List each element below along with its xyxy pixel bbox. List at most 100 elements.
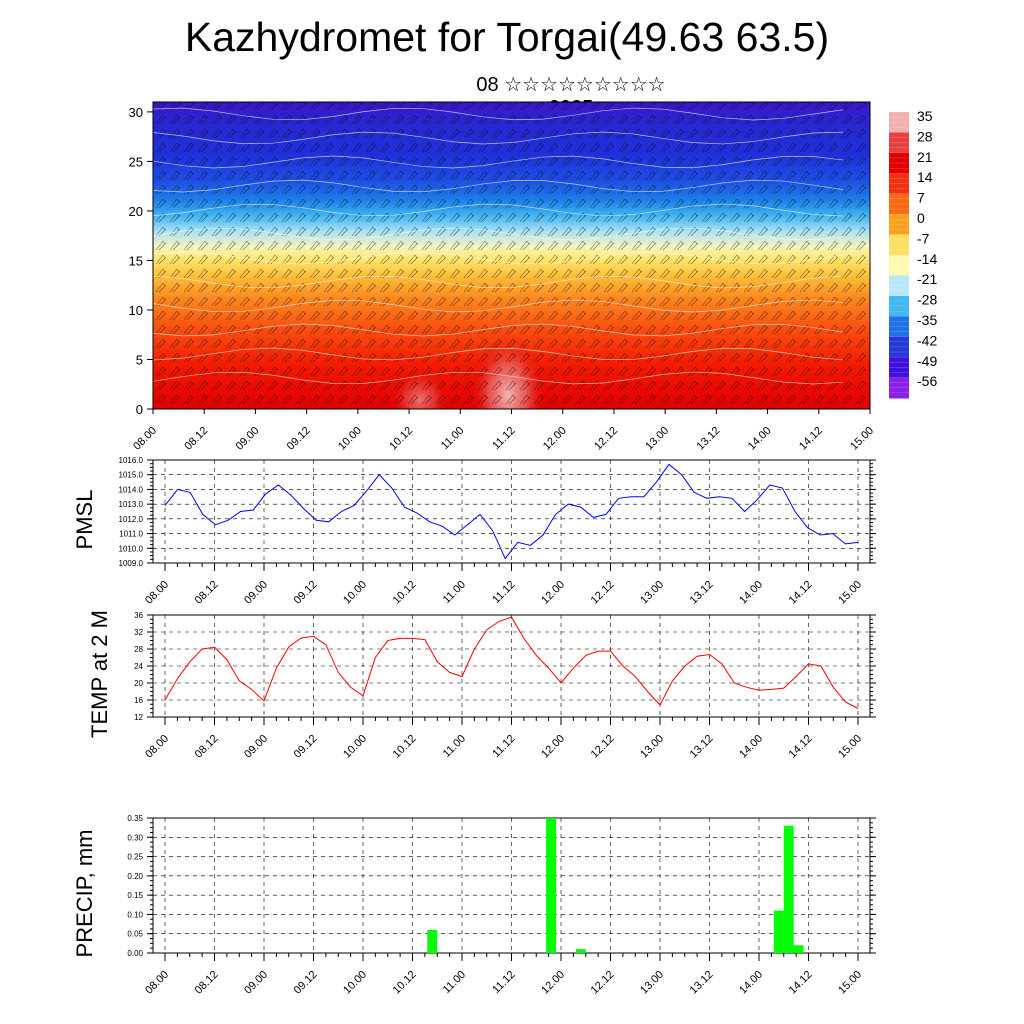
x-tick-label: 11.00	[441, 579, 468, 606]
series-line	[164, 463, 859, 560]
x-tick-label: 11.00	[441, 733, 468, 760]
y-axis-label: PRECIP, mm	[72, 830, 97, 958]
y-tick-label: 30	[129, 105, 143, 120]
x-tick-label: 09.00	[242, 969, 270, 997]
x-tick-label: 14.00	[746, 425, 774, 453]
x-tick-label: 10.12	[391, 733, 419, 761]
y-tick-label: 1013.0	[119, 500, 144, 509]
x-tick-label: 09.12	[285, 425, 313, 453]
isotherm-contour	[153, 371, 844, 385]
colorbar-swatch	[889, 275, 909, 297]
y-tick-label: 20	[129, 204, 143, 219]
y-tick-label: 16	[134, 696, 143, 705]
x-tick-label: 08.00	[143, 733, 171, 761]
chart-title: Kazhydromet for Torgai(49.63 63.5)	[184, 14, 830, 60]
x-tick-label: 10.12	[391, 969, 419, 997]
y-tick-label: 0.15	[127, 891, 143, 900]
x-tick-label: 12.12	[592, 425, 620, 453]
x-tick-label: 12.12	[589, 969, 617, 997]
isotherm-contour	[153, 131, 844, 145]
y-tick-label: 0.00	[127, 949, 143, 958]
y-tick-label: 0.25	[127, 853, 143, 862]
y-tick-label: 1011.0	[119, 530, 143, 539]
x-tick-label: 11.12	[490, 969, 517, 996]
x-tick-label: 12.12	[589, 733, 617, 761]
isotherm-contour	[153, 107, 844, 121]
y-tick-label: 5	[136, 352, 143, 367]
x-tick-label: 12.12	[589, 579, 617, 607]
y-tick-label: 32	[134, 628, 143, 637]
y-tick-label: 1010.0	[119, 544, 144, 553]
colorbar-label: 7	[917, 190, 925, 206]
colorbar-label: 28	[917, 128, 933, 144]
isotherm-contour	[153, 323, 844, 337]
x-tick-label: 15.00	[836, 733, 864, 761]
colorbar-label: 0	[917, 210, 925, 226]
colorbar-swatch	[889, 214, 909, 236]
isotherm-contour	[153, 179, 844, 193]
y-tick-label: 25	[129, 154, 143, 169]
x-tick-label: 13.12	[695, 425, 723, 453]
plot-frame	[152, 614, 871, 718]
x-tick-label: 11.12	[490, 733, 517, 760]
x-tick-label: 13.12	[688, 969, 716, 997]
y-tick-label: 1012.0	[119, 515, 144, 524]
y-tick-label: 20	[134, 679, 143, 688]
precip-bar	[773, 910, 784, 953]
isotherm-contour	[153, 155, 844, 169]
colorbar-label: -7	[917, 230, 930, 246]
y-tick-label: 15	[129, 253, 143, 268]
x-tick-label: 13.12	[688, 733, 716, 761]
plot-frame	[152, 817, 871, 954]
x-tick-label: 08.12	[193, 969, 221, 997]
x-tick-label: 11.12	[490, 425, 517, 452]
x-tick-label: 08.00	[143, 969, 171, 997]
x-tick-label: 11.00	[439, 425, 466, 452]
y-tick-label: 1014.0	[119, 485, 144, 494]
x-tick-label: 10.00	[336, 425, 364, 453]
y-tick-label: 12	[134, 713, 143, 722]
x-tick-label: 14.00	[737, 733, 765, 761]
colorbar-label: -42	[917, 332, 937, 348]
x-tick-label: 09.12	[292, 969, 320, 997]
colorbar-swatch	[889, 193, 909, 215]
x-tick-label: 13.00	[638, 733, 666, 761]
x-tick-label: 10.00	[341, 733, 369, 761]
x-tick-label: 13.00	[638, 579, 666, 607]
x-tick-label: 10.00	[341, 969, 369, 997]
x-tick-label: 08.12	[193, 733, 221, 761]
x-tick-label: 09.12	[292, 579, 320, 607]
x-tick-label: 13.00	[643, 425, 671, 453]
y-tick-label: 0.10	[127, 910, 143, 919]
x-tick-label: 15.00	[848, 425, 876, 453]
precip-bar	[783, 825, 794, 953]
isotherm-contour	[153, 347, 844, 361]
y-axis-label: TEMP at 2 M	[87, 610, 112, 738]
y-tick-label: 1015.0	[119, 471, 144, 480]
y-tick-label: 1009.0	[119, 559, 144, 568]
wind-vectors	[153, 102, 870, 409]
colorbar-swatch	[889, 152, 909, 174]
colorbar-label: -49	[917, 353, 937, 369]
x-tick-label: 14.00	[737, 579, 765, 607]
heatmap-plot	[153, 102, 870, 409]
x-tick-label: 09.00	[242, 733, 270, 761]
y-tick-label: 0.35	[127, 814, 143, 823]
y-tick-label: 0.30	[127, 833, 143, 842]
x-tick-label: 13.00	[638, 969, 666, 997]
x-tick-label: 11.12	[490, 579, 517, 606]
colorbar-label: -21	[917, 271, 937, 287]
x-tick-label: 15.00	[836, 969, 864, 997]
x-tick-label: 10.12	[387, 425, 415, 453]
precip-bar	[793, 945, 804, 953]
precip-bar	[546, 818, 557, 953]
y-tick-label: 36	[134, 611, 143, 620]
colorbar-label: -28	[917, 292, 937, 308]
x-tick-label: 14.12	[787, 733, 815, 761]
isotherm-contour	[153, 275, 844, 289]
y-tick-label: 28	[134, 645, 143, 654]
series-line	[164, 616, 859, 709]
y-axis-label: PMSL	[72, 490, 97, 550]
x-tick-label: 13.12	[688, 579, 716, 607]
x-tick-label: 08.00	[143, 579, 171, 607]
